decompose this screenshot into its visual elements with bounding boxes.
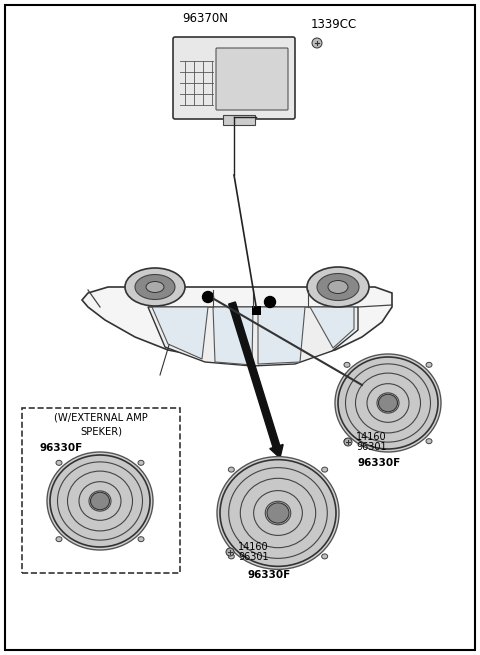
Polygon shape (258, 307, 305, 364)
Ellipse shape (344, 439, 350, 443)
Ellipse shape (135, 274, 175, 299)
FancyBboxPatch shape (216, 48, 288, 110)
Bar (223, 115, 255, 125)
Ellipse shape (138, 536, 144, 542)
Text: 1339CC: 1339CC (311, 18, 357, 31)
Text: 14160: 14160 (356, 432, 386, 442)
Ellipse shape (56, 536, 62, 542)
Ellipse shape (328, 280, 348, 293)
Circle shape (312, 38, 322, 48)
Ellipse shape (344, 362, 350, 367)
Ellipse shape (125, 268, 185, 306)
Ellipse shape (322, 554, 328, 559)
Circle shape (264, 297, 276, 307)
Ellipse shape (220, 460, 336, 567)
Ellipse shape (426, 439, 432, 443)
Text: 96301: 96301 (356, 442, 386, 452)
Polygon shape (152, 307, 208, 359)
Text: 96370N: 96370N (182, 12, 228, 25)
Ellipse shape (307, 267, 369, 307)
Polygon shape (213, 307, 253, 365)
Ellipse shape (56, 460, 62, 465)
Bar (252, 306, 261, 315)
Bar (22, 408, 180, 573)
Polygon shape (310, 307, 354, 348)
Text: (W/EXTERNAL AMP: (W/EXTERNAL AMP (54, 413, 148, 423)
Text: 96301: 96301 (238, 552, 269, 562)
Polygon shape (148, 307, 358, 366)
Text: 96330F: 96330F (358, 458, 401, 468)
FancyArrow shape (228, 302, 283, 458)
Polygon shape (82, 287, 392, 360)
Ellipse shape (146, 282, 164, 293)
Ellipse shape (217, 457, 339, 569)
Ellipse shape (379, 394, 397, 412)
FancyBboxPatch shape (173, 37, 295, 119)
Ellipse shape (138, 460, 144, 465)
Text: 96330F: 96330F (248, 570, 291, 580)
Ellipse shape (338, 357, 438, 449)
Ellipse shape (228, 554, 234, 559)
Text: SPEKER): SPEKER) (80, 426, 122, 436)
Ellipse shape (267, 503, 289, 523)
Ellipse shape (50, 455, 150, 547)
Ellipse shape (335, 354, 441, 452)
Circle shape (344, 438, 352, 446)
Text: 96330F: 96330F (40, 443, 83, 453)
Ellipse shape (322, 467, 328, 472)
Text: 14160: 14160 (238, 542, 269, 552)
Ellipse shape (426, 362, 432, 367)
Circle shape (226, 548, 234, 556)
Ellipse shape (317, 274, 359, 301)
Ellipse shape (91, 493, 109, 510)
Ellipse shape (47, 452, 153, 550)
Ellipse shape (228, 467, 234, 472)
Circle shape (203, 291, 214, 303)
